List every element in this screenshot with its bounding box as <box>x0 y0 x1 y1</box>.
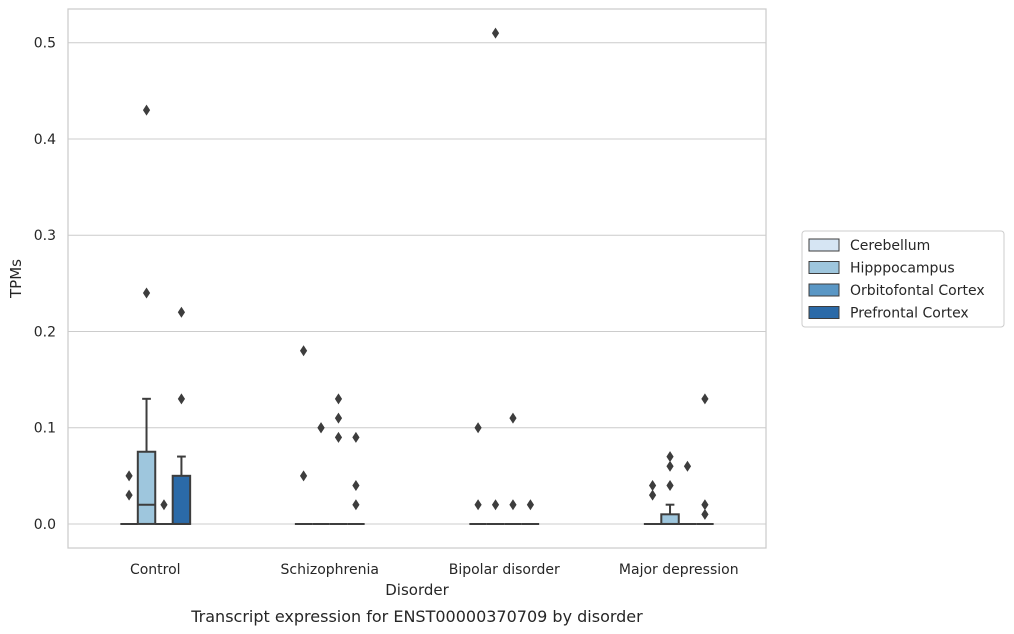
legend-swatch <box>808 238 840 252</box>
y-tick-label: 0.0 <box>34 517 56 533</box>
outlier-point <box>526 499 535 511</box>
box-hipppocampus <box>312 422 330 525</box>
legend-label: Cerebellum <box>850 238 930 254</box>
legend-label: Prefrontal Cortex <box>850 306 969 322</box>
x-tick-label: Major depression <box>619 562 739 578</box>
legend-swatch <box>808 261 840 274</box>
box-iqr <box>660 513 680 525</box>
outlier-point <box>683 460 692 472</box>
outlier-point <box>299 470 308 482</box>
outlier-point <box>491 499 500 511</box>
plot-frame <box>67 8 767 549</box>
legend: Cerebellum Hipppocampus Orbitofontal Corte… <box>801 230 1005 328</box>
legend-label: Orbitofontal Cortex <box>850 283 985 299</box>
legend-label: Hipppocampus <box>850 261 955 277</box>
box-hipppocampus <box>660 451 680 525</box>
outlier-point <box>666 451 674 463</box>
box-hipppocampus <box>136 104 157 525</box>
outlier-point <box>125 489 133 501</box>
outlier-point <box>160 499 168 511</box>
y-tick-label: 0.3 <box>34 228 56 244</box>
box-prefrontal-cortex <box>171 306 192 525</box>
outlier-point <box>509 499 517 511</box>
legend-swatch <box>808 306 840 319</box>
outlier-point <box>474 499 482 511</box>
outlier-point <box>334 412 343 424</box>
box-orbitofontal-cortex <box>155 499 173 525</box>
box-orbitofontal-cortex <box>678 460 697 525</box>
x-axis-label: Disorder <box>385 581 449 599</box>
outlier-point <box>474 422 482 434</box>
outlier-point <box>701 393 709 405</box>
x-tick-label: Control <box>130 562 181 578</box>
box-orbitofontal-cortex <box>329 393 348 525</box>
outlier-point <box>125 470 133 482</box>
outlier-point <box>317 422 325 434</box>
outlier-point <box>509 412 517 424</box>
y-tick-label: 0.2 <box>34 324 56 340</box>
outlier-point <box>142 287 151 299</box>
y-tick-label: 0.5 <box>34 36 56 52</box>
box-plots <box>120 27 714 525</box>
outlier-point <box>142 104 151 116</box>
outlier-point <box>648 479 657 491</box>
box-cerebellum <box>120 470 138 525</box>
box-cerebellum <box>469 422 487 525</box>
outlier-point <box>352 431 360 443</box>
outlier-point <box>334 393 343 405</box>
box-prefrontal-cortex <box>347 431 365 525</box>
legend-swatch <box>808 283 840 297</box>
y-tick-label: 0.4 <box>34 132 56 148</box>
outlier-point <box>666 479 674 491</box>
outlier-point <box>177 306 186 318</box>
outlier-point <box>299 345 308 357</box>
outlier-point <box>177 393 186 405</box>
outlier-point <box>701 499 709 511</box>
outlier-point <box>648 489 657 501</box>
outlier-point <box>491 27 500 39</box>
outlier-point <box>334 431 343 443</box>
y-tick-label: 0.1 <box>34 421 56 437</box>
box-cerebellum <box>643 479 662 525</box>
outlier-point <box>666 460 674 472</box>
box-prefrontal-cortex <box>696 393 714 525</box>
outlier-point <box>352 499 360 511</box>
grid-lines <box>68 42 766 525</box>
y-axis-label: TPMs <box>7 259 25 299</box>
tick-labels: 0.0 0.1 0.2 0.3 0.4 0.5 Control Schizophrenia Bi… <box>34 36 739 578</box>
chart-caption: Transcript expression for ENST0000037070… <box>190 607 643 626</box>
legend-frame <box>801 230 1005 328</box>
box-prefrontal-cortex <box>521 499 540 525</box>
x-tick-label: Schizophrenia <box>281 562 379 578</box>
box-cerebellum <box>294 345 313 525</box>
outlier-point <box>352 479 360 491</box>
box-hipppocampus <box>486 27 505 525</box>
box-orbitofontal-cortex <box>504 412 522 525</box>
box-iqr <box>171 474 192 525</box>
box-iqr <box>136 450 157 525</box>
x-tick-label: Bipolar disorder <box>449 562 560 578</box>
outlier-point <box>701 508 709 520</box>
